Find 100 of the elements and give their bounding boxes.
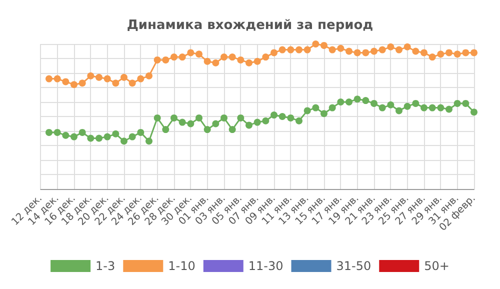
point — [262, 117, 270, 124]
point — [220, 54, 228, 61]
point — [454, 50, 461, 58]
point — [354, 96, 361, 103]
point — [420, 104, 428, 112]
point — [446, 106, 452, 113]
point — [187, 49, 194, 56]
point — [362, 49, 370, 56]
point — [370, 100, 378, 107]
point — [237, 56, 244, 64]
point — [196, 50, 202, 58]
point — [287, 114, 294, 122]
point — [246, 59, 252, 66]
point — [170, 54, 178, 61]
point — [220, 114, 228, 122]
legend-label: 31-50 — [336, 259, 372, 273]
point — [178, 54, 186, 61]
point — [312, 40, 320, 48]
point — [128, 80, 136, 87]
point — [428, 104, 436, 112]
point — [396, 107, 402, 114]
point — [320, 110, 328, 118]
point — [412, 48, 420, 55]
point — [278, 113, 286, 120]
point — [337, 44, 344, 52]
point — [87, 72, 94, 80]
point — [404, 102, 411, 110]
point — [404, 43, 411, 50]
point — [146, 72, 152, 80]
point — [178, 118, 186, 126]
point — [137, 128, 144, 136]
point — [204, 58, 211, 65]
point — [346, 48, 352, 55]
point — [362, 97, 370, 104]
point — [370, 48, 378, 55]
point — [420, 49, 428, 56]
chart-title: Динамика вхождений за период — [126, 18, 374, 33]
legend-label: 50+ — [424, 259, 450, 273]
point — [412, 100, 420, 107]
point — [296, 46, 302, 54]
point — [387, 43, 394, 50]
point — [228, 126, 236, 134]
point — [387, 101, 394, 108]
point — [396, 46, 402, 54]
point — [312, 104, 320, 112]
point — [470, 108, 478, 116]
legend-label: 11-30 — [248, 259, 284, 273]
point — [254, 58, 261, 65]
point — [112, 130, 120, 138]
point — [328, 104, 336, 112]
point — [437, 104, 444, 112]
point — [354, 49, 361, 56]
point — [54, 128, 61, 136]
point — [204, 126, 211, 134]
point — [46, 128, 52, 136]
point — [154, 114, 161, 122]
point — [46, 75, 52, 82]
point — [78, 80, 86, 87]
point — [262, 54, 270, 61]
point — [228, 54, 236, 61]
point — [137, 75, 144, 82]
point — [112, 80, 120, 87]
point — [70, 81, 78, 88]
point — [470, 49, 478, 56]
point — [320, 42, 328, 49]
point — [462, 100, 470, 107]
point — [437, 50, 444, 58]
point — [78, 128, 86, 136]
point — [212, 59, 220, 66]
point — [212, 120, 220, 128]
point — [337, 98, 344, 106]
point — [428, 54, 436, 61]
legend-label: 1-3 — [96, 259, 116, 273]
point — [278, 46, 286, 54]
point — [270, 49, 278, 56]
point — [346, 98, 352, 106]
point — [304, 46, 311, 54]
point — [146, 138, 152, 145]
point — [378, 104, 386, 112]
point — [462, 49, 470, 56]
point — [120, 138, 128, 145]
point — [62, 78, 70, 86]
point — [196, 114, 202, 122]
point — [104, 133, 111, 140]
point — [96, 134, 102, 142]
point — [96, 74, 102, 81]
point — [87, 134, 94, 142]
point — [54, 75, 61, 82]
point — [246, 122, 252, 129]
point — [378, 46, 386, 54]
point — [328, 46, 336, 54]
point — [128, 133, 136, 140]
point — [120, 74, 128, 81]
point — [454, 100, 461, 107]
point — [296, 117, 302, 124]
point — [237, 114, 244, 122]
point — [254, 118, 261, 126]
point — [170, 114, 178, 122]
point — [287, 46, 294, 54]
point — [162, 56, 170, 64]
